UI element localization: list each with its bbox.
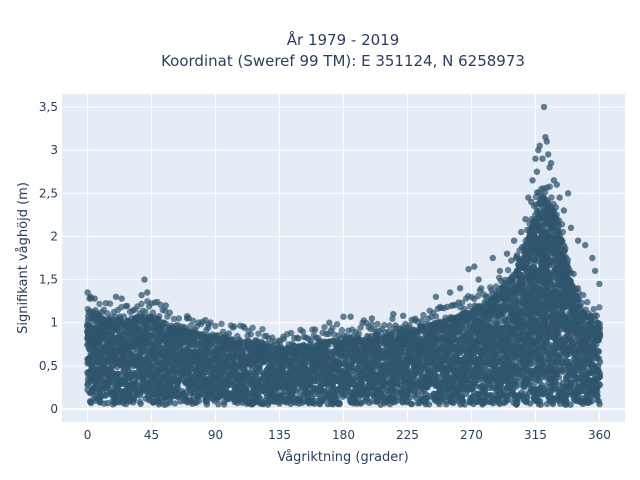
chart-title-line-1: År 1979 - 2019: [287, 30, 400, 49]
data-point: [162, 320, 170, 327]
data-point: [195, 397, 203, 405]
chart-title: År 1979 - 2019 Koordinat (Sweref 99 TM):…: [161, 30, 525, 70]
data-point: [425, 401, 433, 408]
data-points: [84, 103, 604, 408]
chart-title-line-2: Koordinat (Sweref 99 TM): E 351124, N 62…: [161, 52, 525, 70]
data-point: [132, 380, 139, 387]
data-point: [171, 400, 179, 407]
data-point: [408, 400, 415, 408]
data-point: [104, 399, 112, 407]
data-point: [137, 400, 144, 408]
data-point: [166, 399, 174, 406]
data-point: [130, 399, 137, 406]
data-point: [215, 401, 222, 408]
data-point: [336, 400, 343, 408]
